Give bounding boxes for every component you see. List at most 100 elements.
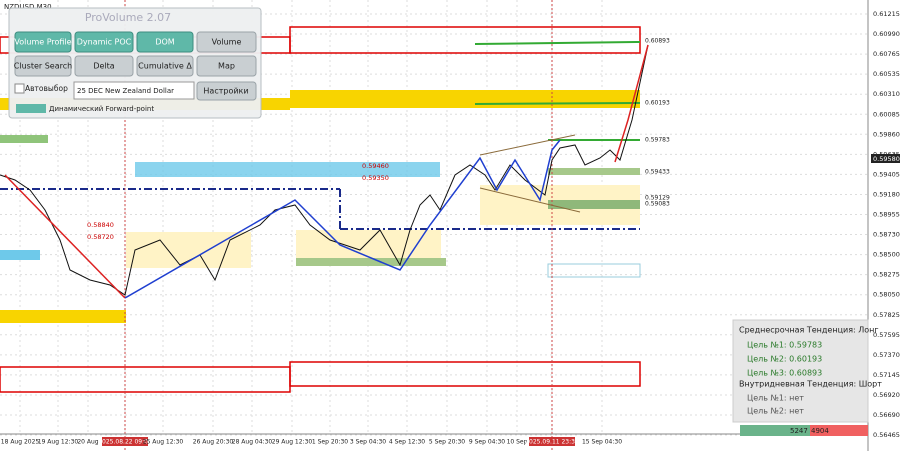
- level-label: 0.59083: [645, 201, 670, 208]
- tool-button[interactable]: [74, 31, 134, 53]
- tool-button[interactable]: [74, 55, 134, 77]
- tool-button[interactable]: [14, 55, 72, 77]
- price-tick: 0.57145: [873, 371, 900, 379]
- symbol: NZDUSD,M30: [4, 3, 52, 11]
- level-label: 0.60893: [645, 38, 670, 45]
- zone: [290, 90, 640, 108]
- checkbox[interactable]: [14, 83, 25, 94]
- level-label: 0.59783: [645, 137, 670, 144]
- volume-sell: [810, 425, 868, 436]
- price-label: 0.59350: [362, 174, 389, 182]
- price-tick: 0.57825: [873, 311, 900, 319]
- dropdown[interactable]: [73, 81, 195, 100]
- price-tick: 0.59860: [873, 130, 900, 138]
- price-tick: 0.60085: [873, 110, 900, 118]
- price-tick: 0.61215: [873, 10, 900, 18]
- time-tick: 10 Sep: [507, 439, 528, 446]
- time-tick: 29 Aug 12:30: [272, 439, 313, 446]
- info-text: Внутридневная Тенденция: Шорт: [739, 380, 882, 389]
- zone: [547, 263, 641, 278]
- time-tick: 1 Sep 20:30: [312, 439, 348, 446]
- dropdown-text: 25 DEC New Zealand Dollar: [77, 87, 174, 95]
- button-label: Cluster Search: [14, 62, 72, 71]
- panel-title: ProVolume 2.07: [85, 11, 171, 24]
- price-tick: 0.58050: [873, 291, 900, 299]
- time-tick: 2025.08.22 09:00: [98, 439, 152, 446]
- tool-button[interactable]: [136, 31, 194, 53]
- checkbox-label: Автовыбор: [25, 84, 68, 93]
- info-text: Среднесрочная Тенденция: Лонг: [739, 326, 879, 335]
- target-line: [474, 102, 641, 105]
- info-text: Цель №3: 0.60893: [747, 369, 822, 378]
- tool-button[interactable]: [136, 55, 194, 77]
- volume-text: 5247: [790, 427, 808, 435]
- time-tick: 15 Sep 04:30: [582, 439, 622, 446]
- settings-button[interactable]: [196, 81, 257, 101]
- price-tick: 0.56920: [873, 391, 900, 399]
- level-label: 0.59433: [645, 169, 670, 176]
- time-tick: 3 Sep 04:30: [350, 439, 386, 446]
- time-tick: 5 Sep 20:30: [429, 439, 465, 446]
- button-label: Cumulative Δ: [138, 62, 192, 71]
- time-tick: 2025.09.11 23:30: [525, 439, 579, 446]
- price-tick: 0.57370: [873, 351, 900, 359]
- price-tick: 0.59180: [873, 190, 900, 198]
- zone: [0, 310, 126, 323]
- channel: [479, 187, 581, 213]
- time-tick: 19 Aug 12:30: [38, 439, 79, 446]
- tool-button[interactable]: [196, 31, 257, 53]
- volume-buy: [740, 425, 810, 436]
- zone: [0, 135, 48, 143]
- price-tick: 0.57595: [873, 331, 900, 339]
- tool-button[interactable]: [14, 31, 72, 53]
- price-label: 0.58840: [87, 221, 114, 229]
- zone: [548, 168, 640, 175]
- price-tick: 0.56690: [873, 411, 900, 419]
- time-tag: [102, 437, 148, 446]
- time-tick: 18 Aug 2025: [1, 439, 40, 446]
- time-tag: [529, 437, 575, 446]
- time-tick: 25 Aug 12:30: [143, 439, 184, 446]
- zone: [0, 366, 291, 393]
- zone: [296, 258, 446, 266]
- target-line: [474, 41, 641, 45]
- channel: [479, 134, 576, 156]
- toggle[interactable]: [16, 104, 46, 113]
- price-tick: 0.56465: [873, 431, 900, 439]
- tool-button[interactable]: [196, 55, 257, 77]
- zone: [135, 162, 440, 177]
- zigzag: [124, 139, 561, 299]
- price-tick: 0.60310: [873, 90, 900, 98]
- current-price: 0.59580: [873, 155, 900, 163]
- price-tick: 0.58500: [873, 251, 900, 259]
- level-label: 0.60193: [645, 100, 670, 107]
- info-text: Цель №2: 0.60193: [747, 355, 822, 364]
- price-tick: 0.58275: [873, 271, 900, 279]
- price-tick: 0.60765: [873, 50, 900, 58]
- price-tick: 0.60990: [873, 30, 900, 38]
- time-tick: 20 Aug: [77, 439, 98, 446]
- button-label: Volume Profile: [14, 38, 71, 47]
- button-label: Dynamic POC: [77, 38, 132, 47]
- trend-line: [614, 44, 649, 163]
- info-box: [732, 319, 869, 423]
- price-tag: [871, 154, 900, 163]
- price-label: 0.59460: [362, 162, 389, 170]
- toggle-label: Динамический Forward-point: [49, 105, 154, 113]
- time-tick: 9 Sep 04:30: [469, 439, 505, 446]
- button-label: Volume: [212, 38, 242, 47]
- info-text: Цель №1: 0.59783: [747, 341, 822, 350]
- level-label: 0.59129: [645, 195, 670, 202]
- zone: [548, 200, 640, 209]
- zone: [0, 250, 40, 260]
- volume-text: 4904: [811, 427, 829, 435]
- time-tick: 4 Sep 12:30: [389, 439, 425, 446]
- button-label: Настройки: [203, 87, 248, 96]
- price-tick: 0.58730: [873, 231, 900, 239]
- price-path: [0, 44, 649, 296]
- price-tick: 0.58955: [873, 211, 900, 219]
- time-tick: 26 Aug 20:30: [193, 439, 234, 446]
- price-label: 0.58720: [87, 233, 114, 241]
- trend-line: [4, 174, 126, 299]
